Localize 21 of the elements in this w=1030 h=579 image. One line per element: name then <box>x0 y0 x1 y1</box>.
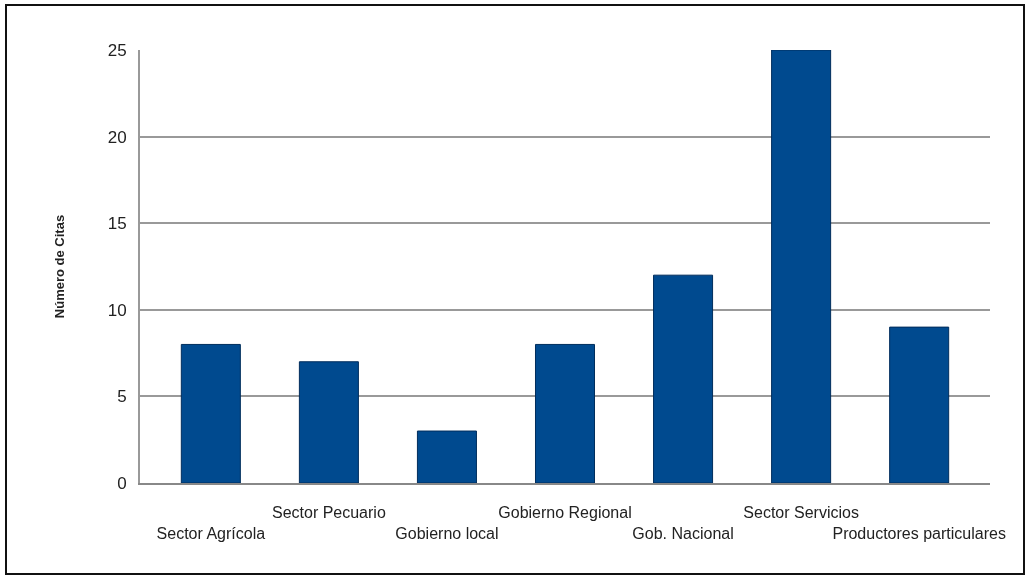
bar <box>180 343 241 483</box>
bar <box>298 361 359 483</box>
y-tick-label: 25 <box>107 40 127 60</box>
bar <box>534 343 596 483</box>
y-tick-label: 20 <box>107 127 127 147</box>
bar <box>416 430 477 483</box>
y-tick-label: 10 <box>107 300 127 320</box>
x-tick-label: Gob. Nacional <box>632 525 734 542</box>
x-tick-label: Productores particulares <box>832 525 1006 542</box>
y-tick-label: 15 <box>107 214 127 234</box>
y-axis-title: Número de Citas <box>52 214 68 319</box>
y-tick-label: 5 <box>117 387 127 407</box>
x-tick-label: Sector Servicios <box>743 504 859 522</box>
x-tick-label: Sector Agrícola <box>156 525 266 542</box>
y-tick-label: 0 <box>117 473 127 493</box>
x-tick-label: Gobierno Regional <box>498 504 632 522</box>
x-tick-label: Sector Pecuario <box>271 504 386 522</box>
x-tick-label: Gobierno local <box>395 525 499 542</box>
bar <box>771 50 832 483</box>
bar <box>889 326 950 483</box>
bar <box>653 274 714 483</box>
